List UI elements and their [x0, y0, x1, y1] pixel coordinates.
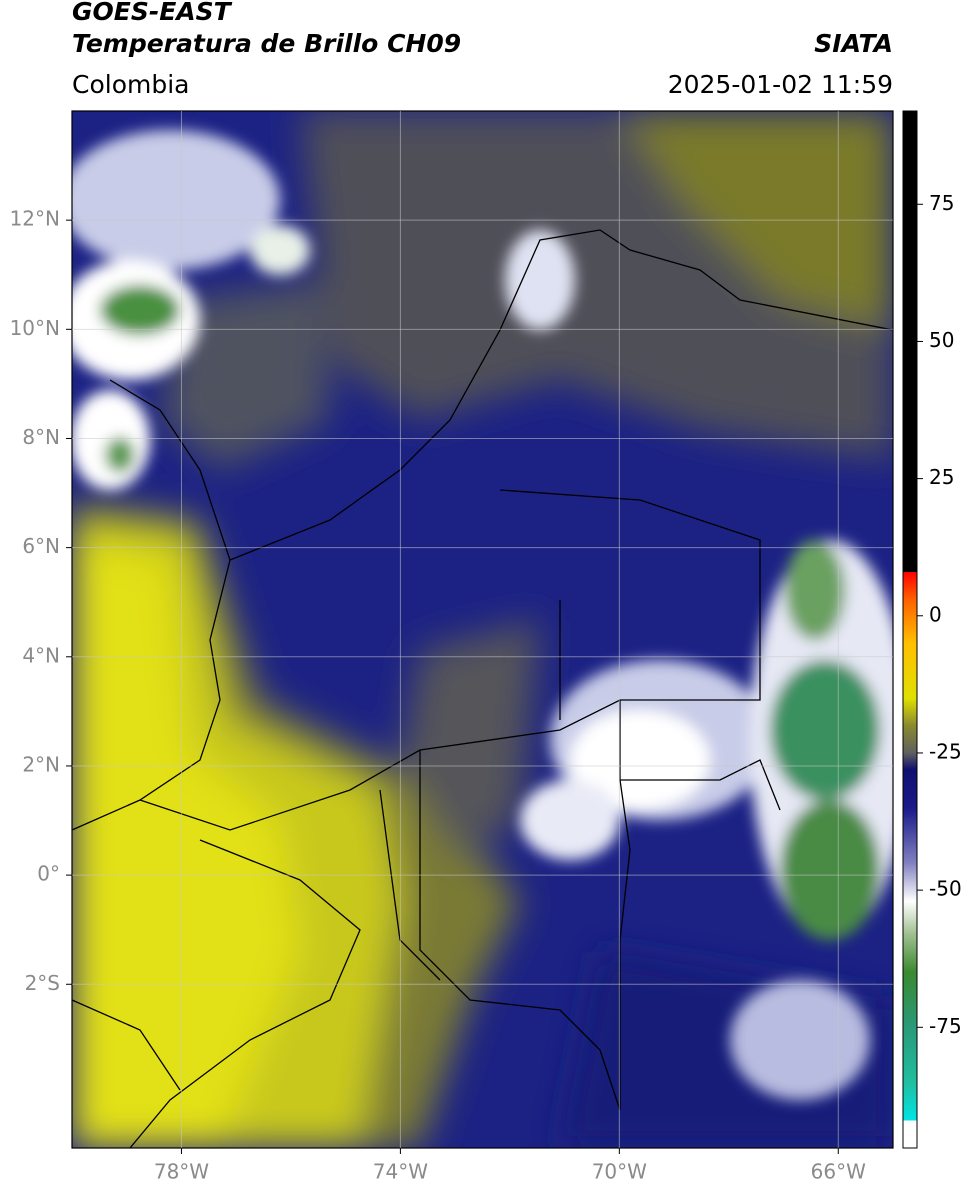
colorbar-tick-label: 25 — [929, 465, 954, 489]
y-tick-label: 10°N — [10, 316, 60, 340]
x-tick-label: 70°W — [592, 1160, 647, 1184]
y-tick-label: 0° — [37, 862, 60, 886]
y-tick-label: 6°N — [22, 534, 60, 558]
colorbar-tick-label: 75 — [929, 191, 954, 215]
x-tick-label: 74°W — [373, 1160, 428, 1184]
colorbar-tick-label: 50 — [929, 328, 954, 352]
title: GOES-EAST — [72, 0, 233, 26]
colorbar-tick-label: 0 — [929, 602, 942, 626]
y-tick-label: 2°N — [22, 752, 60, 776]
source: SIATA — [814, 29, 893, 58]
satellite-image — [72, 111, 893, 1148]
subtitle: Temperatura de Brillo CH09 — [72, 29, 461, 58]
datetime: 2025-01-02 11:59 — [668, 70, 893, 99]
map-frame — [71, 110, 894, 1149]
y-tick-label: 4°N — [22, 643, 60, 667]
region: Colombia — [72, 70, 189, 99]
colorbar-tick-label: -25 — [929, 739, 962, 763]
colorbar — [902, 110, 918, 1149]
y-tick-label: 8°N — [22, 425, 60, 449]
x-tick-label: 78°W — [154, 1160, 209, 1184]
y-tick-label: 12°N — [10, 207, 60, 231]
x-tick-label: 66°W — [811, 1160, 866, 1184]
y-tick-label: 2°S — [25, 971, 60, 995]
colorbar-tick-label: -75 — [929, 1014, 962, 1038]
colorbar-tick-label: -50 — [929, 877, 962, 901]
